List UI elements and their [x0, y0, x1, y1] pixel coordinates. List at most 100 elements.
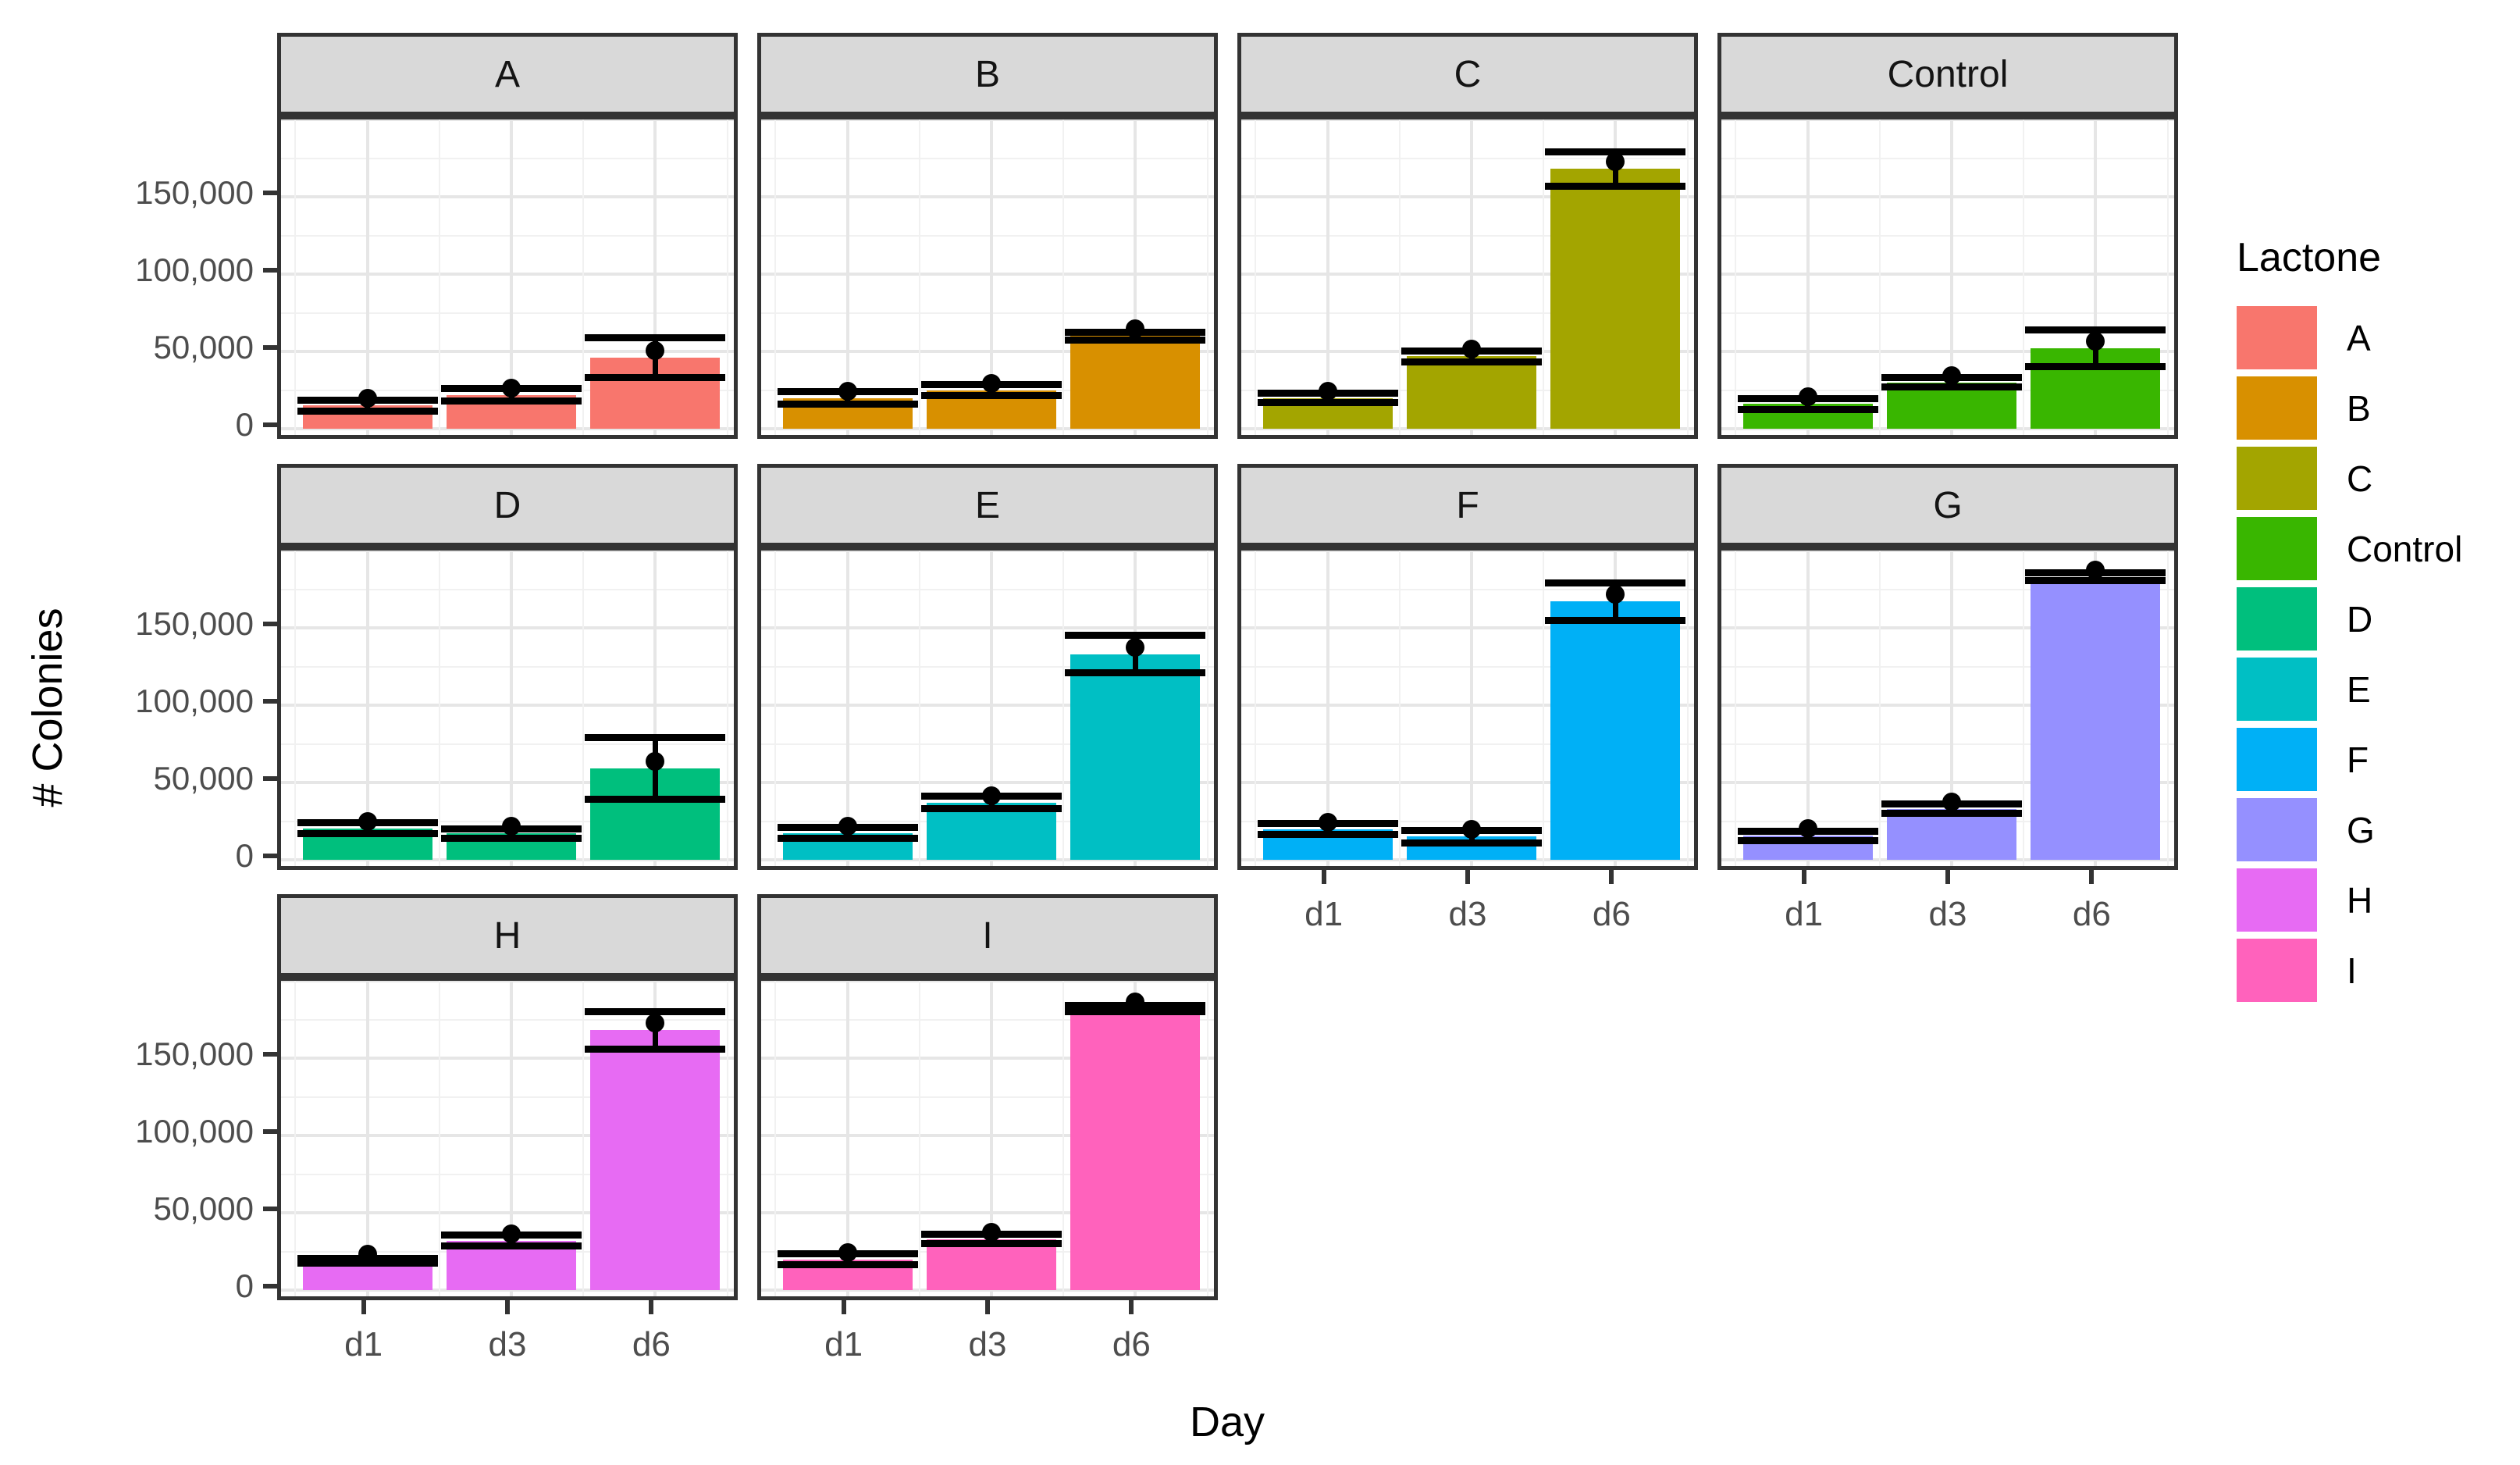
major-gridline [845, 551, 849, 866]
mean-point [358, 811, 377, 831]
major-gridline [761, 195, 1214, 199]
major-gridline [761, 858, 1214, 862]
minor-gridline [294, 551, 297, 866]
minor-gridline [294, 981, 297, 1296]
minor-gridline [1241, 157, 1694, 159]
y-tick-mark [263, 776, 277, 782]
major-gridline [281, 350, 734, 354]
major-gridline [761, 704, 1214, 708]
major-gridline [761, 119, 1214, 121]
major-gridline [281, 1134, 734, 1138]
major-gridline [653, 119, 657, 435]
major-gridline [1326, 551, 1329, 866]
bar-F-d6 [1550, 601, 1681, 861]
minor-gridline [1062, 119, 1065, 435]
x-tick-label: d6 [632, 1325, 671, 1363]
minor-gridline [774, 981, 777, 1296]
minor-gridline [1721, 588, 2174, 590]
y-tick-mark [263, 1284, 277, 1289]
minor-gridline [726, 551, 728, 866]
errorbar-cap [777, 834, 918, 842]
x-tick-mark [985, 1300, 990, 1314]
major-gridline [990, 981, 993, 1296]
minor-gridline [918, 119, 920, 435]
errorbar-cap [297, 407, 438, 415]
mean-point [1318, 381, 1337, 401]
minor-gridline [582, 119, 585, 435]
facet-panel-C [1237, 116, 1698, 439]
minor-gridline [281, 1173, 734, 1175]
facet-panel-Control [1717, 116, 2178, 439]
major-gridline [1241, 551, 1694, 552]
major-gridline [1470, 119, 1473, 435]
minor-gridline [1721, 743, 2174, 745]
minor-gridline [1206, 119, 1208, 435]
legend-key-G: G [2237, 798, 2375, 861]
mean-point [1462, 340, 1481, 359]
legend-key-label: G [2347, 809, 2375, 850]
major-gridline [281, 551, 734, 552]
minor-gridline [1543, 551, 1545, 866]
mean-point [1798, 387, 1817, 407]
errorbar-cap [921, 805, 1062, 813]
legend-key-D: D [2237, 587, 2372, 651]
minor-gridline [1398, 119, 1401, 435]
y-tick-label: 100,000 [135, 1113, 254, 1150]
minor-gridline [281, 743, 734, 745]
legend-title: Lactone [2237, 235, 2382, 280]
mean-point [502, 817, 521, 836]
legend-key-label: A [2347, 317, 2371, 358]
major-gridline [1950, 551, 1953, 866]
legend-key-label: H [2347, 879, 2373, 921]
mean-point [1462, 820, 1481, 839]
major-gridline [281, 626, 734, 630]
legend-swatch-E [2237, 658, 2317, 721]
y-tick-mark [263, 622, 277, 627]
mean-point [1606, 152, 1625, 172]
major-gridline [653, 551, 657, 866]
minor-gridline [1206, 981, 1208, 1296]
major-gridline [1241, 626, 1694, 630]
y-tick-mark [263, 191, 277, 196]
minor-gridline [294, 119, 297, 435]
y-tick-mark [263, 854, 277, 859]
major-gridline [2094, 119, 2098, 435]
mean-point [502, 378, 521, 397]
errorbar-cap [1065, 1008, 1206, 1016]
major-gridline [761, 551, 1214, 552]
major-gridline [761, 427, 1214, 431]
x-tick-label: d1 [344, 1325, 383, 1363]
major-gridline [281, 1057, 734, 1060]
x-tick-label: d6 [1112, 1325, 1151, 1363]
mean-point [1126, 319, 1145, 339]
minor-gridline [1543, 119, 1545, 435]
major-gridline [1241, 273, 1694, 276]
facet-strip-H: H [277, 894, 738, 977]
major-gridline [510, 981, 513, 1296]
mean-point [982, 786, 1001, 805]
minor-gridline [726, 981, 728, 1296]
errorbar-cap [1545, 579, 1686, 587]
major-gridline [1241, 119, 1694, 121]
minor-gridline [918, 981, 920, 1296]
mean-point [646, 1014, 665, 1033]
facet-panel-I [757, 977, 1218, 1300]
minor-gridline [1735, 551, 1737, 866]
facet-strip-B: B [757, 33, 1218, 116]
minor-gridline [761, 157, 1214, 159]
minor-gridline [2166, 119, 2169, 435]
legend-key-F: F [2237, 728, 2369, 791]
errorbar-cap [777, 400, 918, 408]
x-tick-label: d1 [1785, 895, 1824, 933]
major-gridline [1721, 273, 2174, 276]
minor-gridline [761, 1173, 1214, 1175]
y-tick-mark [263, 1052, 277, 1057]
mean-point [982, 373, 1001, 393]
y-tick-label: 150,000 [135, 1035, 254, 1073]
major-gridline [281, 119, 734, 121]
major-gridline [761, 981, 1214, 982]
major-gridline [1241, 427, 1694, 431]
mean-point [838, 381, 857, 401]
minor-gridline [1206, 551, 1208, 866]
y-tick-mark [263, 1207, 277, 1212]
